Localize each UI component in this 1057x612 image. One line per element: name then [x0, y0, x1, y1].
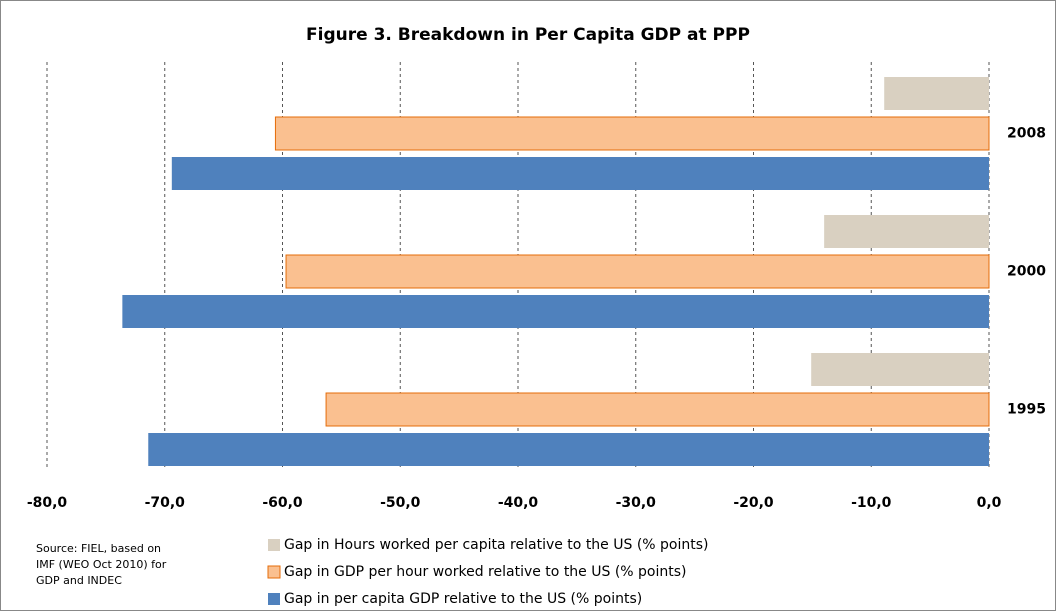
legend-label: Gap in GDP per hour worked relative to t…: [284, 564, 687, 580]
source-note: GDP and INDEC: [36, 574, 122, 587]
bar: [285, 254, 990, 289]
legend-label: Gap in Hours worked per capita relative …: [284, 537, 709, 553]
bar: [148, 433, 989, 466]
x-tick-label: -20,0: [733, 495, 774, 511]
source-note: IMF (WEO Oct 2010) for: [36, 558, 167, 571]
x-tick-label: -40,0: [498, 495, 539, 511]
x-tick-label: -70,0: [145, 495, 186, 511]
legend-label: Gap in per capita GDP relative to the US…: [284, 591, 642, 607]
category-label: 2008: [1007, 126, 1046, 142]
x-tick-label: -30,0: [616, 495, 657, 511]
category-label: 1995: [1007, 402, 1046, 418]
legend-swatch: [268, 593, 280, 605]
x-tick-label: 0,0: [977, 495, 1002, 511]
category-label: 2000: [1007, 264, 1046, 280]
legend-swatch: [267, 565, 281, 579]
bar: [274, 116, 990, 151]
x-tick-label: -60,0: [262, 495, 303, 511]
bar: [824, 215, 989, 248]
x-tick-label: -10,0: [851, 495, 892, 511]
x-tick-label: -80,0: [27, 495, 68, 511]
bar: [171, 157, 989, 190]
bar: [811, 353, 989, 386]
chart-title: Figure 3. Breakdown in Per Capita GDP at…: [306, 25, 750, 45]
bar: [884, 77, 989, 110]
legend-swatch: [268, 539, 280, 551]
source-note: Source: FIEL, based on: [36, 542, 161, 555]
bar: [122, 295, 990, 328]
x-tick-label: -50,0: [380, 495, 421, 511]
bar: [325, 392, 990, 427]
